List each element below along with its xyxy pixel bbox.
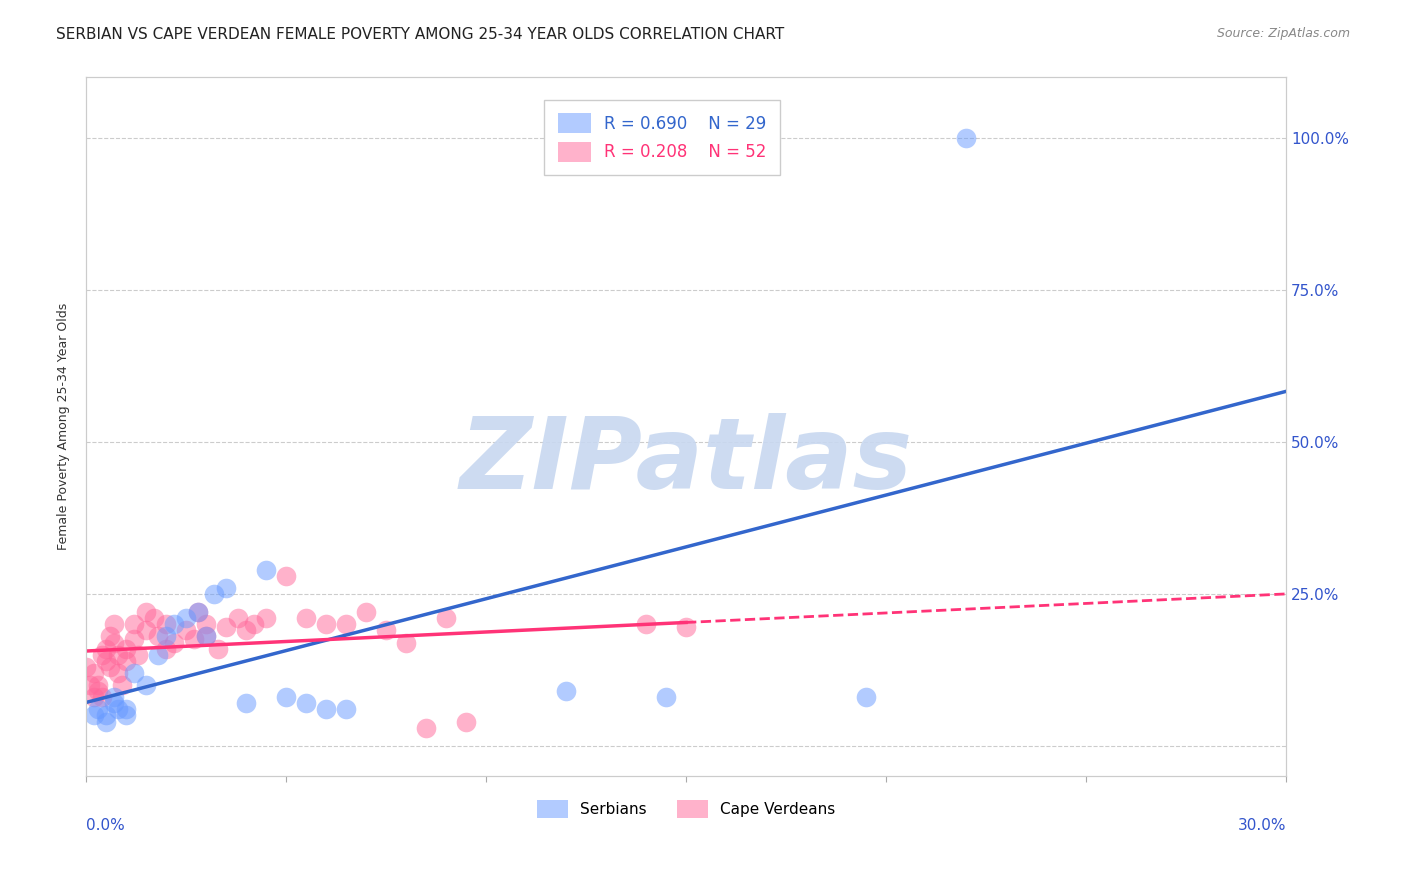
Point [146,648,169,662]
Point [215,620,238,634]
Point [135,678,157,692]
Point [103,696,125,710]
Point [107,665,129,680]
Point [155,641,177,656]
Point [243,617,266,632]
Point [215,581,238,595]
Point [163,617,186,632]
Point [94,641,117,656]
Point [79,678,101,692]
Point [855,690,877,705]
Text: Source: ZipAtlas.com: Source: ZipAtlas.com [1216,27,1350,40]
Point [94,708,117,723]
Point [195,629,218,643]
Point [415,721,437,735]
Point [103,690,125,705]
Point [375,624,398,638]
Point [207,641,229,656]
Point [98,629,121,643]
Point [955,131,977,145]
Point [143,611,166,625]
Point [115,708,138,723]
Point [103,635,125,649]
Point [675,620,697,634]
Legend: Serbians, Cape Verdeans: Serbians, Cape Verdeans [531,794,841,824]
Point [655,690,678,705]
Point [103,617,125,632]
Point [122,617,145,632]
Text: 30.0%: 30.0% [1237,818,1286,833]
Point [235,696,257,710]
Point [155,617,177,632]
Point [155,629,177,643]
Point [202,587,225,601]
Point [87,702,110,716]
Point [274,568,297,582]
Point [163,635,186,649]
Point [195,629,218,643]
Point [135,624,157,638]
Point [111,678,134,692]
Point [115,702,138,716]
Point [235,624,257,638]
Point [295,611,318,625]
Point [174,611,197,625]
Point [122,665,145,680]
Point [354,605,377,619]
Point [146,629,169,643]
Point [254,611,277,625]
Point [83,690,105,705]
Point [315,702,337,716]
Point [456,714,478,729]
Point [183,632,205,647]
Y-axis label: Female Poverty Among 25-34 Year Olds: Female Poverty Among 25-34 Year Olds [58,303,70,550]
Point [107,648,129,662]
Point [295,696,318,710]
Point [274,690,297,705]
Text: SERBIAN VS CAPE VERDEAN FEMALE POVERTY AMONG 25-34 YEAR OLDS CORRELATION CHART: SERBIAN VS CAPE VERDEAN FEMALE POVERTY A… [56,27,785,42]
Point [94,654,117,668]
Point [187,605,209,619]
Point [83,708,105,723]
Point [83,665,105,680]
Point [115,641,138,656]
Point [107,702,129,716]
Point [254,563,277,577]
Point [315,617,337,632]
Point [91,690,114,705]
Point [94,714,117,729]
Text: 0.0%: 0.0% [86,818,125,833]
Point [226,611,249,625]
Point [127,648,149,662]
Point [335,702,357,716]
Point [636,617,658,632]
Point [75,660,97,674]
Point [87,678,110,692]
Point [98,660,121,674]
Point [87,684,110,698]
Point [122,632,145,647]
Point [174,624,197,638]
Point [195,617,218,632]
Point [555,684,578,698]
Point [335,617,357,632]
Point [135,605,157,619]
Text: ZIPatlas: ZIPatlas [460,413,912,510]
Point [434,611,457,625]
Point [395,635,418,649]
Point [91,648,114,662]
Point [115,654,138,668]
Point [187,605,209,619]
